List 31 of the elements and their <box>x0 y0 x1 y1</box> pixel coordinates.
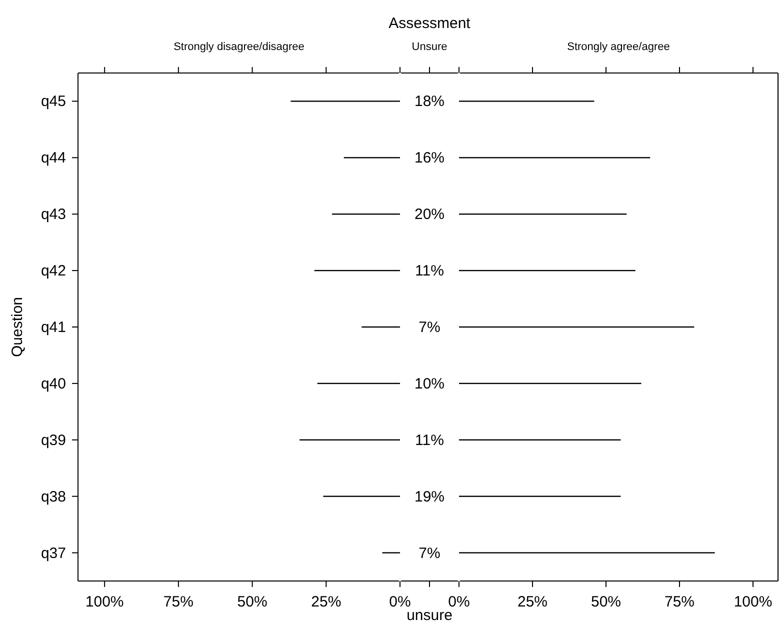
x-tick-label: 100% <box>85 594 124 610</box>
text: 20% <box>414 206 445 224</box>
x-tick-label: 50% <box>237 594 268 610</box>
y-tick-label: q37 <box>40 544 66 562</box>
text: 16% <box>414 150 445 167</box>
x2-axis-title: Strongly agree/agree <box>567 41 670 53</box>
x2-axis-title: Strongly disagree/disagree <box>174 41 304 53</box>
text: Unsure <box>412 41 448 53</box>
text: 19% <box>414 488 445 506</box>
y-tick-label: q45 <box>40 93 66 110</box>
x-tick-label: 25% <box>517 594 548 610</box>
x-tick-label: 25% <box>311 594 342 610</box>
text: 11% <box>415 262 444 280</box>
y-tick-label: q39 <box>40 432 66 449</box>
x-tick-label: 75% <box>163 594 194 610</box>
y-tick-label: q38 <box>40 488 66 506</box>
text: 10% <box>414 375 445 392</box>
text: 7% <box>418 319 440 336</box>
text: 7% <box>418 544 440 562</box>
y-tick-label: q43 <box>40 206 66 224</box>
text: 11% <box>415 432 444 449</box>
text: Assessment <box>388 15 472 32</box>
y-tick-label: q40 <box>40 375 66 392</box>
x-tick-label: 100% <box>734 594 772 610</box>
x-tick-label: 75% <box>664 594 695 610</box>
y-tick-label: q41 <box>40 319 66 336</box>
text: 18% <box>414 93 445 110</box>
y-tick-label: q44 <box>40 150 66 167</box>
x-tick-label: 50% <box>590 594 622 610</box>
y-axis-title: Question <box>9 296 26 358</box>
y-tick-label: q42 <box>40 262 66 280</box>
